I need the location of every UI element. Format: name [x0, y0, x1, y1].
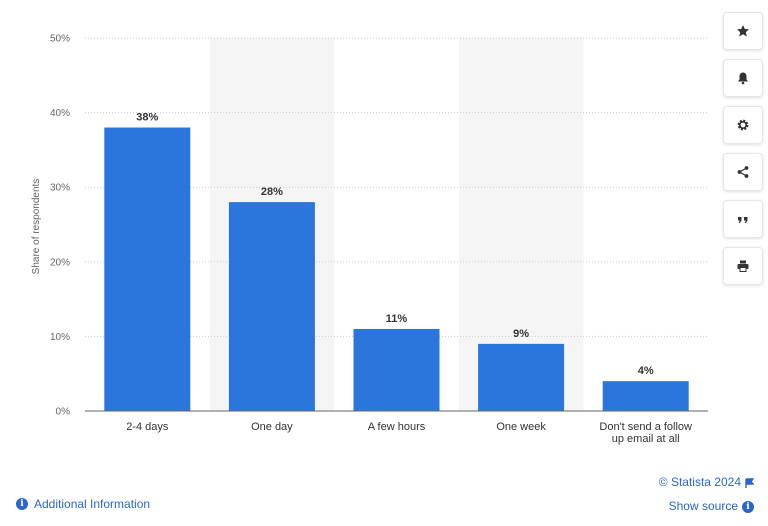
printer-icon — [737, 260, 749, 272]
info-icon: i — [742, 500, 754, 513]
info-icon: i — [16, 498, 28, 510]
quote-icon — [738, 217, 748, 223]
star-icon — [737, 25, 749, 37]
bar[interactable] — [353, 328, 440, 411]
copyright-link[interactable]: © Statista 2024 — [659, 475, 754, 489]
data-label: 28% — [261, 186, 283, 198]
x-tick-label: A few hours — [368, 421, 426, 433]
y-axis-title: Share of respondents — [31, 179, 42, 275]
data-label: 4% — [638, 365, 654, 377]
share-icon — [737, 166, 749, 178]
x-tick-label: One day — [251, 421, 293, 433]
data-label: 38% — [136, 112, 158, 124]
x-tick-label: Don't send a follow up email at all — [599, 421, 692, 445]
y-tick-label: 20% — [50, 257, 70, 268]
bar-chart: 0% 10% 20% 30% 40% 50% 38% 28% 11% 9% 4% 2-4 days… — [31, 34, 708, 445]
bar[interactable] — [104, 127, 191, 412]
bell-icon — [738, 72, 748, 85]
notification-button[interactable] — [723, 59, 763, 97]
favorite-button[interactable] — [723, 12, 763, 50]
bar[interactable] — [478, 343, 565, 411]
y-tick-label: 40% — [50, 108, 70, 119]
print-button[interactable] — [723, 247, 763, 285]
x-tick-label: 2-4 days — [126, 421, 169, 433]
bar[interactable] — [228, 202, 315, 411]
settings-button[interactable] — [723, 106, 763, 144]
chart-gridlines — [85, 37, 708, 337]
copyright-text: © Statista 2024 — [658, 475, 741, 489]
bar[interactable] — [602, 381, 689, 411]
x-axis-labels: 2-4 days One day A few hours One week Don't … — [126, 421, 692, 445]
additional-information-text: Additional Information — [34, 497, 151, 511]
data-label: 11% — [386, 313, 408, 325]
share-button[interactable] — [723, 153, 763, 191]
show-source-link[interactable]: Show source i — [669, 499, 754, 513]
x-tick-label: One week — [496, 421, 546, 433]
flag-icon — [745, 478, 754, 488]
gear-icon — [737, 119, 749, 131]
chart-data-labels: 38% 28% 11% 9% 4% — [136, 112, 654, 378]
y-axis-ticks: 0% 10% 20% 30% 40% 50% — [50, 34, 70, 418]
y-tick-label: 30% — [50, 183, 70, 194]
y-tick-label: 50% — [50, 34, 70, 45]
data-label: 9% — [513, 328, 529, 340]
chart-toolbar — [723, 12, 763, 294]
y-tick-label: 10% — [50, 332, 70, 343]
additional-information-link[interactable]: i Additional Information — [16, 497, 150, 511]
cite-button[interactable] — [723, 200, 763, 238]
chart-bars — [104, 127, 689, 412]
show-source-text: Show source — [668, 499, 738, 513]
y-tick-label: 0% — [56, 407, 71, 418]
